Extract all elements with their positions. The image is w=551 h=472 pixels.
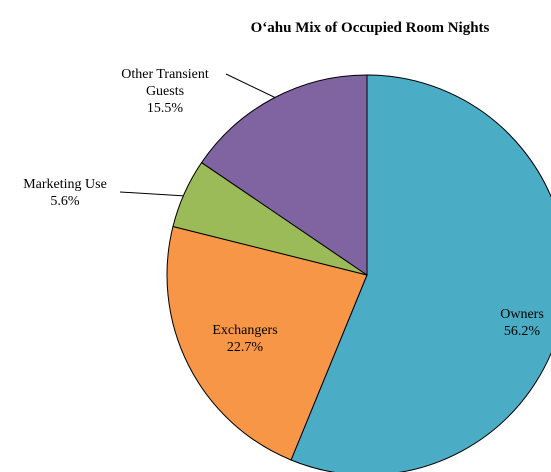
- chart-title: O‘ahu Mix of Occupied Room Nights: [250, 20, 490, 36]
- pie-slice: [166, 225, 368, 461]
- category-label: Owners: [500, 307, 544, 322]
- slice-label: Marketing Use 5.6%: [5, 176, 125, 210]
- slice-label: Owners 56.2%: [482, 306, 551, 340]
- pie-slice: [200, 74, 368, 276]
- slice-label: Exchangers 22.7%: [195, 322, 295, 356]
- leader-line: [119, 191, 187, 197]
- category-label: Other Transient Guests: [121, 67, 209, 99]
- leader-line: [225, 73, 277, 99]
- value-label: 56.2%: [503, 324, 541, 339]
- slice-label: Other Transient Guests 15.5%: [105, 66, 225, 117]
- category-label: Marketing Use: [23, 177, 107, 192]
- value-label: 15.5%: [146, 101, 184, 116]
- pie-slice: [290, 74, 551, 472]
- value-label: 5.6%: [50, 194, 80, 209]
- value-label: 22.7%: [226, 340, 264, 355]
- category-label: Exchangers: [212, 323, 278, 338]
